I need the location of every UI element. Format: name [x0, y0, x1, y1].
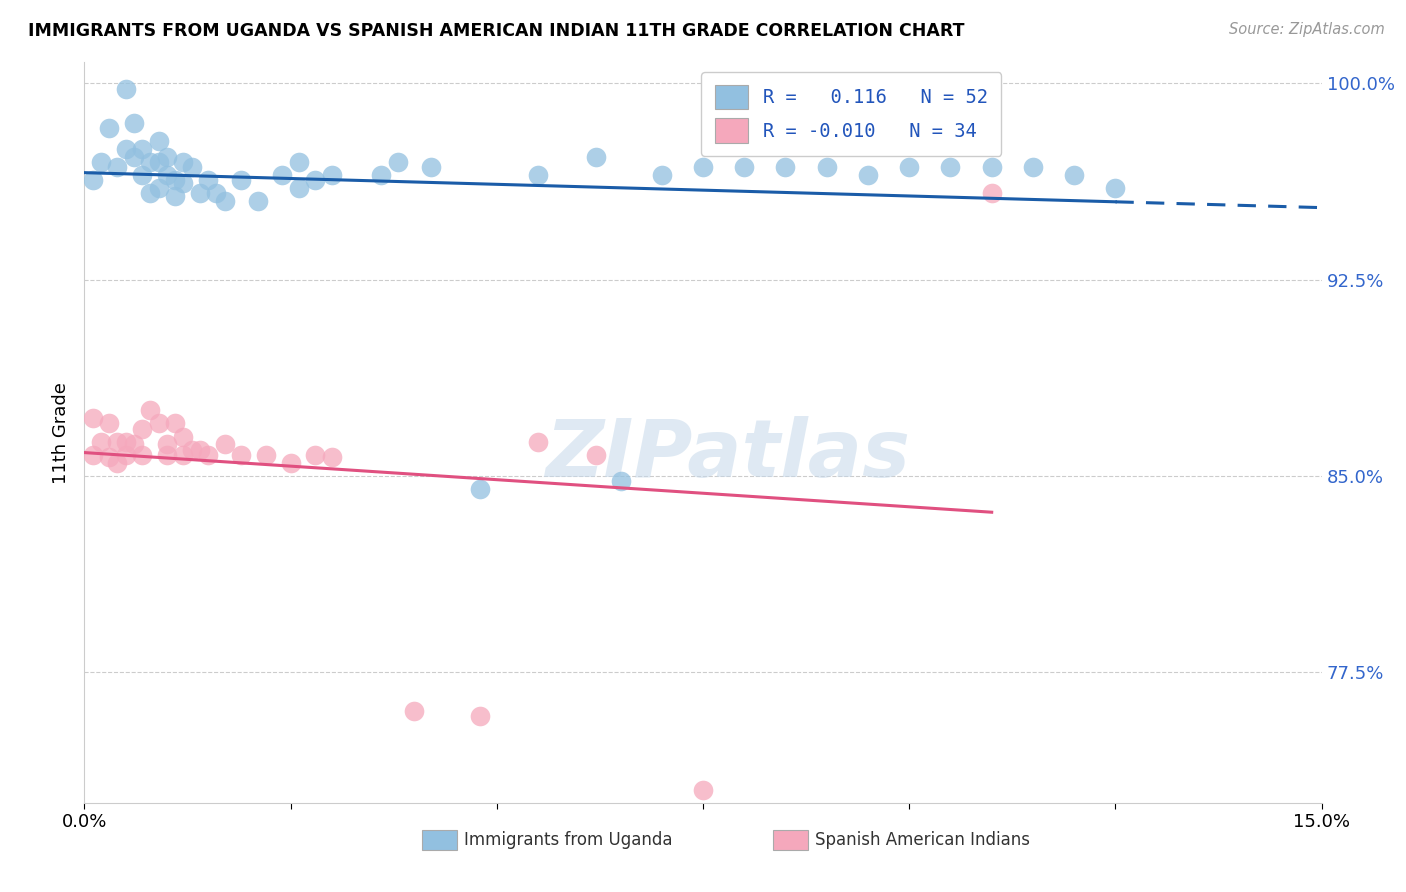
Point — [980, 186, 1002, 201]
Point — [131, 422, 153, 436]
Point — [609, 474, 631, 488]
Point — [114, 448, 136, 462]
Point — [98, 120, 121, 135]
Point — [122, 437, 145, 451]
Point — [90, 434, 112, 449]
Point — [254, 448, 277, 462]
Point — [271, 168, 294, 182]
Point — [229, 448, 252, 462]
Point — [815, 160, 838, 174]
Point — [856, 168, 879, 182]
Point — [105, 160, 128, 174]
Point — [733, 160, 755, 174]
Point — [321, 168, 343, 182]
Point — [470, 709, 492, 723]
Point — [692, 160, 714, 174]
Point — [775, 160, 797, 174]
Point — [370, 168, 392, 182]
Point — [188, 186, 211, 201]
Point — [82, 173, 104, 187]
Point — [980, 160, 1002, 174]
Point — [172, 176, 194, 190]
Point — [1063, 168, 1085, 182]
Text: ZIPatlas: ZIPatlas — [546, 416, 910, 494]
Point — [470, 482, 492, 496]
Point — [692, 782, 714, 797]
Point — [188, 442, 211, 457]
Point — [122, 115, 145, 129]
Point — [114, 142, 136, 156]
Point — [131, 168, 153, 182]
Point — [214, 437, 236, 451]
Point — [304, 173, 326, 187]
Point — [98, 450, 121, 465]
Point — [165, 417, 187, 431]
Point — [939, 160, 962, 174]
Point — [165, 173, 187, 187]
Point — [98, 417, 121, 431]
Point — [105, 434, 128, 449]
Point — [280, 456, 302, 470]
Point — [288, 181, 311, 195]
Point — [172, 448, 194, 462]
Point — [122, 150, 145, 164]
Point — [180, 442, 202, 457]
Point — [156, 437, 179, 451]
Point — [90, 154, 112, 169]
Point — [139, 403, 162, 417]
Point — [585, 448, 607, 462]
Point — [214, 194, 236, 208]
Point — [148, 417, 170, 431]
Point — [527, 168, 550, 182]
Point — [82, 411, 104, 425]
Point — [105, 456, 128, 470]
Point — [156, 168, 179, 182]
Text: Spanish American Indians: Spanish American Indians — [815, 831, 1031, 849]
Legend: R =   0.116   N = 52, R = -0.010   N = 34: R = 0.116 N = 52, R = -0.010 N = 34 — [702, 72, 1001, 155]
Point — [180, 160, 202, 174]
Point — [304, 448, 326, 462]
Point — [651, 168, 673, 182]
Point — [148, 154, 170, 169]
Point — [114, 434, 136, 449]
Point — [246, 194, 269, 208]
Point — [527, 434, 550, 449]
Y-axis label: 11th Grade: 11th Grade — [52, 382, 70, 483]
Point — [156, 448, 179, 462]
Point — [156, 150, 179, 164]
Point — [148, 181, 170, 195]
Point — [82, 448, 104, 462]
Text: Immigrants from Uganda: Immigrants from Uganda — [464, 831, 672, 849]
Point — [131, 142, 153, 156]
Point — [205, 186, 228, 201]
Point — [321, 450, 343, 465]
Point — [585, 150, 607, 164]
Point — [1022, 160, 1045, 174]
Point — [229, 173, 252, 187]
Point — [288, 154, 311, 169]
Point — [131, 448, 153, 462]
Point — [898, 160, 921, 174]
Point — [165, 189, 187, 203]
Point — [1104, 181, 1126, 195]
Text: Source: ZipAtlas.com: Source: ZipAtlas.com — [1229, 22, 1385, 37]
Point — [172, 154, 194, 169]
Point — [114, 81, 136, 95]
Point — [139, 186, 162, 201]
Point — [197, 173, 219, 187]
Point — [197, 448, 219, 462]
Point — [404, 704, 426, 718]
Point — [139, 154, 162, 169]
Point — [419, 160, 441, 174]
Point — [172, 429, 194, 443]
Text: IMMIGRANTS FROM UGANDA VS SPANISH AMERICAN INDIAN 11TH GRADE CORRELATION CHART: IMMIGRANTS FROM UGANDA VS SPANISH AMERIC… — [28, 22, 965, 40]
Point — [148, 134, 170, 148]
Point — [387, 154, 409, 169]
